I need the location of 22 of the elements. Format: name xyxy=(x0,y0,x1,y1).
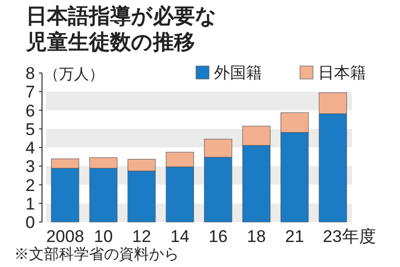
y-tick-label: 4 xyxy=(26,138,35,158)
legend-label: 外国籍 xyxy=(214,65,262,82)
x-tick-label: 10 xyxy=(94,227,113,246)
y-axis-title: （万人） xyxy=(44,66,104,83)
x-tick-label: 14 xyxy=(170,227,190,246)
y-tick-label: 5 xyxy=(26,120,35,139)
y-tick-label: 7 xyxy=(26,82,35,102)
x-tick-label: 16 xyxy=(208,227,228,246)
chart-title: 日本語指導が必要な児童生徒数の推移 xyxy=(26,4,218,56)
y-tick-label: 0 xyxy=(26,213,35,232)
y-tick-label: 3 xyxy=(26,157,35,176)
y-tick-label: 8 xyxy=(26,64,35,83)
y-tick-label: 6 xyxy=(26,101,35,120)
legend-label: 日本籍 xyxy=(318,64,366,82)
x-tick-label: 18 xyxy=(246,227,266,246)
y-tick-label: 2 xyxy=(26,176,35,195)
y-tick-label: 1 xyxy=(26,194,35,214)
x-tick-label: 23年度 xyxy=(322,227,376,246)
x-tick-label: 2008 xyxy=(46,227,84,246)
x-tick-label: 21 xyxy=(285,227,304,246)
x-tick-label: 12 xyxy=(132,227,152,246)
text: ※文部科学省の資料から xyxy=(14,246,179,263)
